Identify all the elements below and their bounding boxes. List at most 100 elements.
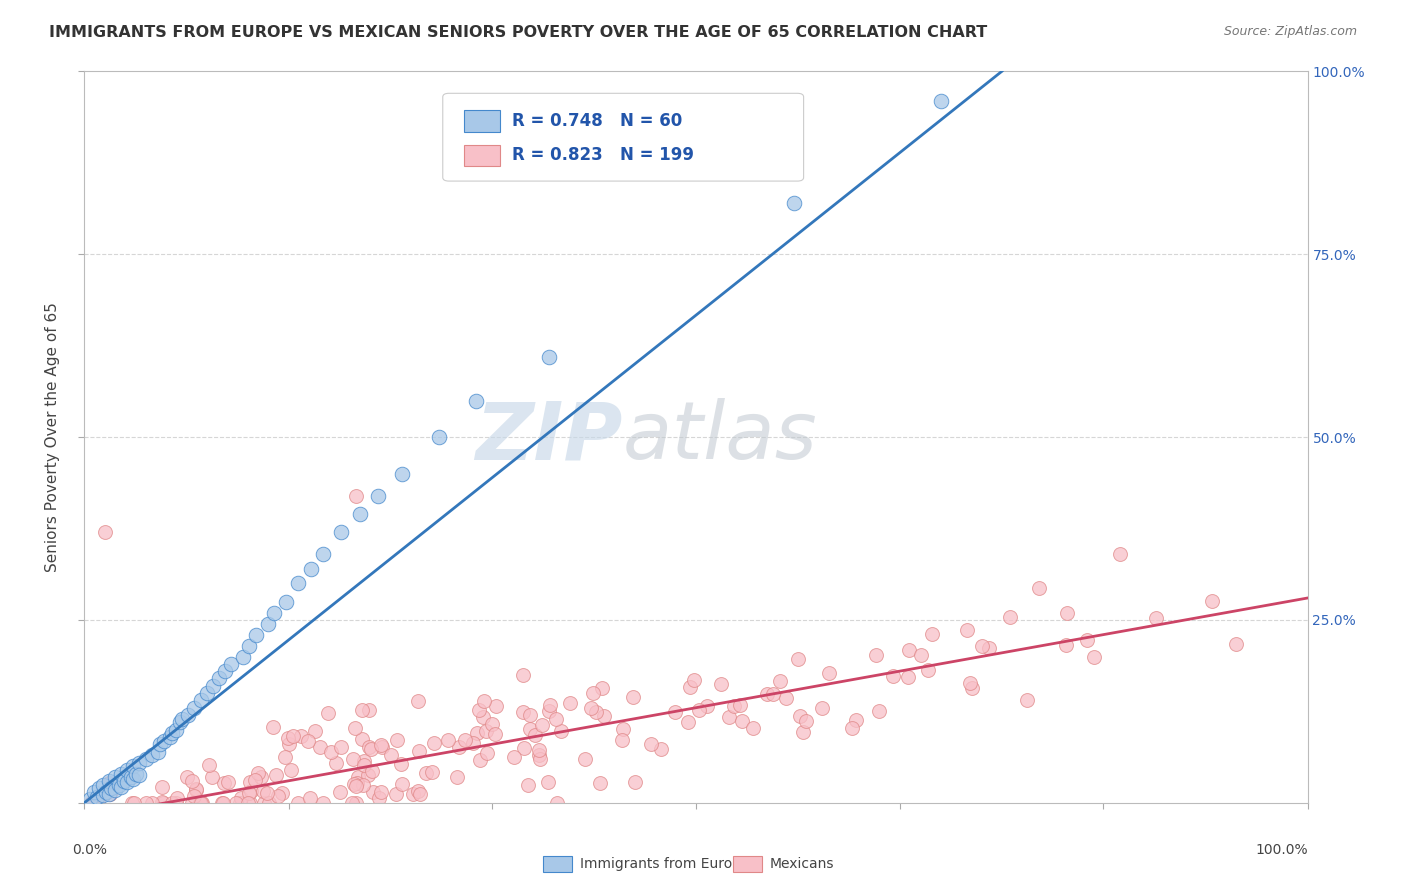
Point xyxy=(461,736,484,750)
Point xyxy=(1054,638,1077,652)
Point xyxy=(589,776,612,790)
Point xyxy=(676,715,699,730)
Point xyxy=(537,775,560,789)
Point xyxy=(188,796,211,810)
Point xyxy=(128,756,150,770)
Point xyxy=(280,763,302,777)
Point xyxy=(581,686,603,700)
Point xyxy=(150,780,173,794)
Point xyxy=(232,649,254,664)
Point xyxy=(329,740,352,755)
Point xyxy=(349,507,371,521)
Point xyxy=(264,767,287,781)
Point xyxy=(321,745,343,759)
Point xyxy=(544,712,567,726)
Point xyxy=(792,725,814,739)
Point xyxy=(402,787,425,801)
Text: R = 0.748   N = 60: R = 0.748 N = 60 xyxy=(513,112,683,130)
Point xyxy=(688,702,710,716)
Point xyxy=(465,726,488,740)
Point xyxy=(329,785,352,799)
Point xyxy=(531,718,554,732)
Point xyxy=(100,781,122,796)
Point xyxy=(270,786,292,800)
Point xyxy=(728,698,751,712)
Point xyxy=(344,779,367,793)
Point xyxy=(297,734,319,748)
Point xyxy=(87,781,110,796)
Point xyxy=(217,775,239,789)
Point xyxy=(104,770,127,784)
Point xyxy=(180,774,202,789)
Point xyxy=(741,721,763,735)
Text: Immigrants from Europe: Immigrants from Europe xyxy=(579,857,749,871)
Point xyxy=(281,729,304,743)
Point xyxy=(152,795,174,809)
Point xyxy=(794,714,817,729)
Point xyxy=(225,796,247,810)
Point xyxy=(550,724,572,739)
Point xyxy=(240,784,263,798)
Point xyxy=(239,796,262,810)
Point xyxy=(696,699,718,714)
Point xyxy=(141,748,163,763)
Point xyxy=(385,732,408,747)
Text: atlas: atlas xyxy=(623,398,817,476)
Point xyxy=(166,791,188,805)
Point xyxy=(110,780,132,794)
Point xyxy=(420,764,443,779)
Point xyxy=(519,722,541,736)
Point xyxy=(723,698,745,713)
Point xyxy=(977,640,1000,655)
Point xyxy=(370,738,392,752)
Point xyxy=(360,741,382,756)
Bar xyxy=(464,110,501,132)
Point xyxy=(972,639,994,653)
Point xyxy=(406,783,429,797)
Point xyxy=(427,430,450,444)
Point xyxy=(122,796,145,810)
Point xyxy=(190,693,212,707)
Point xyxy=(87,796,110,810)
Point xyxy=(214,664,236,678)
Point xyxy=(447,740,470,755)
Point xyxy=(389,757,412,772)
Point xyxy=(211,796,233,810)
Point xyxy=(252,784,274,798)
Point xyxy=(612,722,634,736)
Point xyxy=(718,710,741,724)
Point xyxy=(640,737,662,751)
Point xyxy=(353,758,375,772)
Point xyxy=(917,663,939,677)
Point xyxy=(650,741,672,756)
Point xyxy=(481,717,503,731)
Point xyxy=(128,768,150,782)
Point xyxy=(623,690,645,704)
Point xyxy=(682,673,704,688)
Point xyxy=(391,777,413,791)
Point xyxy=(245,627,267,641)
Point xyxy=(96,785,118,799)
Point xyxy=(219,657,242,671)
Text: 100.0%: 100.0% xyxy=(1256,843,1308,857)
Point xyxy=(357,740,380,755)
Point xyxy=(437,733,460,747)
Point xyxy=(98,775,121,789)
Point xyxy=(538,350,561,364)
Point xyxy=(1144,611,1167,625)
Point xyxy=(120,770,142,784)
Point xyxy=(159,730,181,744)
Point xyxy=(325,756,347,771)
Point xyxy=(277,731,299,746)
Point xyxy=(921,627,943,641)
Point xyxy=(262,720,284,734)
Point xyxy=(868,704,890,718)
Point xyxy=(200,770,222,784)
Point xyxy=(841,721,863,735)
Point xyxy=(408,787,430,801)
Point xyxy=(198,757,221,772)
Point xyxy=(121,796,143,810)
Point xyxy=(277,737,299,751)
Point xyxy=(527,747,550,762)
Point xyxy=(91,778,114,792)
